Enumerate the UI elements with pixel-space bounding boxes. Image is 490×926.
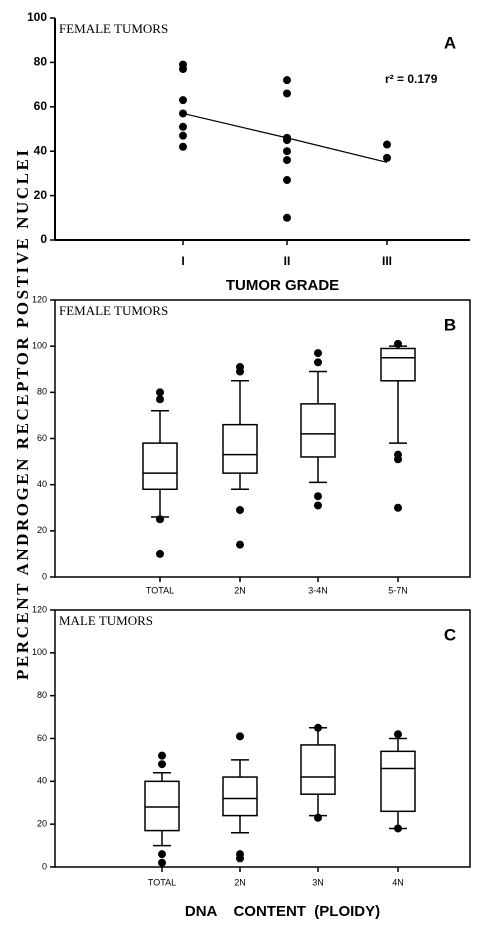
outlier bbox=[394, 339, 402, 348]
y-tick-label: 40 bbox=[34, 143, 48, 157]
y-tick-label: 60 bbox=[34, 99, 48, 113]
data-point bbox=[283, 147, 291, 156]
box bbox=[380, 347, 416, 382]
y-tick-label: 100 bbox=[27, 10, 47, 24]
x-axis-label: TUMOR GRADE bbox=[226, 277, 339, 294]
outlier bbox=[314, 358, 322, 367]
y-tick-label: 0 bbox=[42, 571, 47, 581]
data-point bbox=[179, 142, 187, 151]
x-tick-label: 3-4N bbox=[308, 585, 328, 595]
box bbox=[300, 744, 336, 795]
outlier bbox=[158, 760, 166, 769]
y-tick-label: 20 bbox=[34, 188, 48, 202]
y-tick-label: 80 bbox=[34, 55, 48, 69]
data-point bbox=[179, 122, 187, 131]
x-tick-label: 4N bbox=[392, 877, 404, 887]
y-tick-label: 40 bbox=[37, 776, 47, 786]
data-point bbox=[383, 153, 391, 162]
outlier bbox=[236, 367, 244, 376]
y-tick-label: 40 bbox=[37, 479, 47, 489]
y-axis-label: PERCENT ANDROGEN RECEPTOR POSTIVE NUCLEI bbox=[13, 150, 32, 680]
data-point bbox=[283, 176, 291, 185]
box bbox=[222, 423, 258, 474]
x-tick-label: 3N bbox=[312, 877, 324, 887]
outlier bbox=[236, 732, 244, 741]
x-tick-label: II bbox=[284, 254, 291, 268]
data-point bbox=[283, 76, 291, 85]
x-tick-label: 2N bbox=[234, 585, 246, 595]
data-point bbox=[179, 65, 187, 74]
outlier bbox=[156, 549, 164, 558]
panel-annotation: MALE TUMORS bbox=[59, 613, 153, 628]
outlier bbox=[394, 730, 402, 739]
x-axis-label: DNA CONTENT (PLOIDY) bbox=[185, 903, 380, 920]
outlier bbox=[394, 455, 402, 464]
data-point bbox=[283, 213, 291, 222]
outlier bbox=[236, 540, 244, 549]
box bbox=[144, 780, 180, 832]
panel-letter: B bbox=[444, 315, 456, 334]
y-tick-label: 20 bbox=[37, 819, 47, 829]
plot-frame bbox=[54, 299, 471, 578]
x-tick-label: TOTAL bbox=[148, 877, 176, 887]
outlier bbox=[314, 723, 322, 732]
data-point bbox=[283, 136, 291, 145]
outlier bbox=[314, 349, 322, 358]
x-tick-label: TOTAL bbox=[146, 585, 174, 595]
data-point bbox=[179, 131, 187, 140]
outlier bbox=[156, 395, 164, 404]
y-tick-label: 100 bbox=[32, 341, 47, 351]
data-point bbox=[283, 156, 291, 165]
outlier bbox=[236, 854, 244, 863]
data-point bbox=[383, 140, 391, 149]
plot-frame bbox=[54, 609, 471, 868]
panel-annotation: FEMALE TUMORS bbox=[59, 303, 168, 318]
x-tick-label: III bbox=[382, 254, 392, 268]
outlier bbox=[158, 850, 166, 859]
box bbox=[380, 750, 416, 813]
panel-letter: A bbox=[444, 33, 456, 52]
x-tick-label: 2N bbox=[234, 877, 246, 887]
box bbox=[222, 776, 258, 817]
y-tick-label: 0 bbox=[42, 861, 47, 871]
outlier bbox=[314, 501, 322, 510]
panel-annotation: FEMALE TUMORS bbox=[59, 21, 168, 36]
y-tick-label: 60 bbox=[37, 433, 47, 443]
outlier bbox=[394, 824, 402, 833]
y-tick-label: 120 bbox=[32, 294, 47, 304]
outlier bbox=[156, 388, 164, 397]
y-tick-label: 80 bbox=[37, 690, 47, 700]
panel-letter: C bbox=[444, 625, 456, 644]
y-tick-label: 120 bbox=[32, 604, 47, 614]
outlier bbox=[158, 751, 166, 760]
y-tick-label: 100 bbox=[32, 647, 47, 657]
r-squared: r² = 0.179 bbox=[385, 72, 438, 86]
y-tick-label: 20 bbox=[37, 525, 47, 535]
outlier bbox=[394, 503, 402, 512]
x-tick-label: I bbox=[181, 254, 184, 268]
outlier bbox=[236, 506, 244, 515]
outlier bbox=[314, 492, 322, 501]
x-tick-label: 5-7N bbox=[388, 585, 408, 595]
data-point bbox=[179, 96, 187, 105]
box bbox=[300, 403, 336, 458]
data-point bbox=[179, 109, 187, 118]
outlier bbox=[158, 858, 166, 867]
y-tick-label: 60 bbox=[37, 733, 47, 743]
outlier bbox=[314, 813, 322, 822]
outlier bbox=[156, 515, 164, 524]
box bbox=[142, 442, 178, 491]
y-tick-label: 80 bbox=[37, 387, 47, 397]
data-point bbox=[283, 89, 291, 98]
y-tick-label: 0 bbox=[40, 232, 47, 246]
